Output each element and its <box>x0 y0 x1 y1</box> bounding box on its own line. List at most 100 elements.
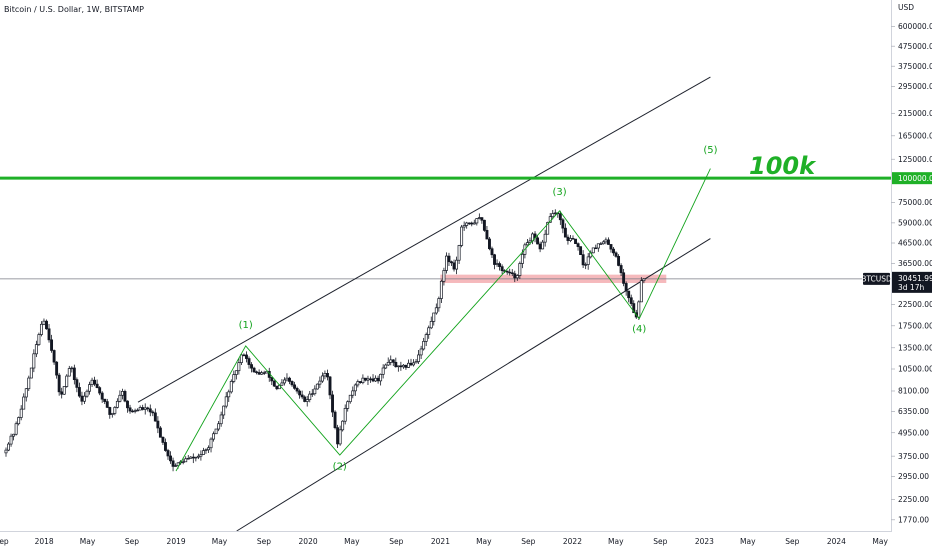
price-tick-4: 215000.00 <box>898 109 932 118</box>
candle-body-158 <box>404 364 408 368</box>
candle-body-164 <box>419 348 423 356</box>
time-tick-1: 2018 <box>35 537 54 546</box>
candle-body-118 <box>303 396 307 402</box>
candle-body-139 <box>356 381 360 386</box>
candle-body-247 <box>629 297 633 304</box>
candle-body-165 <box>422 340 426 350</box>
candle-body-175 <box>447 255 451 263</box>
candle-body-180 <box>460 226 464 246</box>
candle-body-153 <box>391 359 395 363</box>
candle-body-35 <box>93 379 97 385</box>
candle-body-9 <box>27 377 31 390</box>
candle-body-61 <box>158 427 162 438</box>
plot-area[interactable]: 100k (1) (2) (3) (4) (5) BTCUSD <box>0 76 892 532</box>
candle-body-29 <box>77 387 81 397</box>
candle-body-62 <box>161 436 165 443</box>
resistance-price-label: 100000.00 <box>898 174 932 183</box>
candle-body-28 <box>75 379 79 388</box>
candle-body-2 <box>9 435 13 445</box>
candle-body-56 <box>146 407 150 410</box>
channel-lower-line[interactable] <box>236 238 711 532</box>
price-axis[interactable]: USD 600000.00 475000.00 375000.00 295000.00… <box>891 3 932 524</box>
candle-body-160 <box>409 362 413 366</box>
candle-body-228 <box>581 254 585 266</box>
candle-body-113 <box>290 381 294 386</box>
candle-body-93 <box>239 354 243 363</box>
price-tick-9: 46500.00 <box>898 239 932 248</box>
candle-body-116 <box>298 390 302 396</box>
price-tick-19: 2950.00 <box>898 472 929 481</box>
candle-body-232 <box>591 247 595 254</box>
candle-body-173 <box>442 270 446 282</box>
annotation-100k: 100k <box>749 152 817 180</box>
candle-body-159 <box>407 362 410 368</box>
candle-body-65 <box>169 455 172 462</box>
candle-body-53 <box>138 407 142 411</box>
candle-body-186 <box>475 218 479 224</box>
candle-body-95 <box>245 354 248 359</box>
candle-body-21 <box>57 374 61 393</box>
time-tick-0: ep <box>0 537 9 546</box>
channel-upper-line[interactable] <box>137 76 711 403</box>
candle-body-138 <box>353 384 357 392</box>
candle-body-94 <box>242 354 246 357</box>
candle-body-75 <box>194 456 198 459</box>
candle-body-213 <box>543 233 547 243</box>
time-tick-15: Sep <box>653 537 667 546</box>
candle-body-128 <box>328 376 332 396</box>
candle-body-237 <box>604 239 608 243</box>
candle-body-216 <box>551 213 555 218</box>
candle-body-1 <box>7 443 10 451</box>
candle-body-191 <box>488 238 491 250</box>
candle-body-41 <box>108 407 112 415</box>
candle-body-52 <box>136 409 140 412</box>
candle-body-203 <box>518 263 522 276</box>
candle-body-55 <box>143 407 147 410</box>
candle-body-46 <box>120 391 124 396</box>
wave-label-2: (2) <box>333 462 347 473</box>
candle-body-169 <box>432 312 436 322</box>
candle-body-242 <box>617 256 621 266</box>
candle-body-144 <box>369 378 372 380</box>
candle-body-82 <box>212 433 216 440</box>
candle-body-92 <box>237 362 241 372</box>
candle-body-71 <box>184 458 188 463</box>
candle-body-193 <box>493 254 496 265</box>
candle-body-25 <box>67 368 71 377</box>
candle-body-17 <box>47 328 51 341</box>
candle-body-49 <box>128 407 132 412</box>
candle-body-19 <box>52 350 56 363</box>
candle-body-134 <box>343 408 347 422</box>
candle-body-200 <box>510 272 514 275</box>
candle-body-174 <box>444 255 448 271</box>
candle-body-89 <box>229 381 233 393</box>
candle-body-11 <box>32 353 36 369</box>
price-tick-7: 75000.00 <box>898 198 932 207</box>
price-tick-18: 3750.00 <box>898 452 929 461</box>
time-tick-20: May <box>872 537 888 546</box>
candle-body-182 <box>465 222 469 226</box>
candle-body-87 <box>224 396 228 407</box>
candle-body-100 <box>257 372 261 375</box>
candle-body-230 <box>586 256 590 265</box>
candle-body-76 <box>196 455 200 458</box>
candle-body-43 <box>113 407 117 414</box>
time-tick-6: Sep <box>257 537 271 546</box>
candle-body-73 <box>189 456 193 459</box>
candle-body-64 <box>166 450 170 457</box>
candle-body-68 <box>176 462 180 466</box>
candle-body-172 <box>439 280 443 299</box>
candle-body-151 <box>386 361 390 366</box>
wave-label-3: (3) <box>553 187 567 198</box>
current-price-value: 30451.99 <box>898 274 932 283</box>
wave-label-4: (4) <box>632 324 646 335</box>
time-axis[interactable]: ep 2018 May Sep 2019 May Sep 2020 May Sep 2021 May S… <box>0 537 888 546</box>
candle-body-106 <box>272 380 276 387</box>
candle-body-241 <box>614 252 618 257</box>
elliott-wave-path[interactable] <box>175 168 711 472</box>
price-tick-13: 13500.00 <box>898 343 932 352</box>
candle-body-45 <box>118 394 122 402</box>
candle-body-143 <box>366 378 370 381</box>
price-tick-5: 165000.00 <box>898 131 932 140</box>
